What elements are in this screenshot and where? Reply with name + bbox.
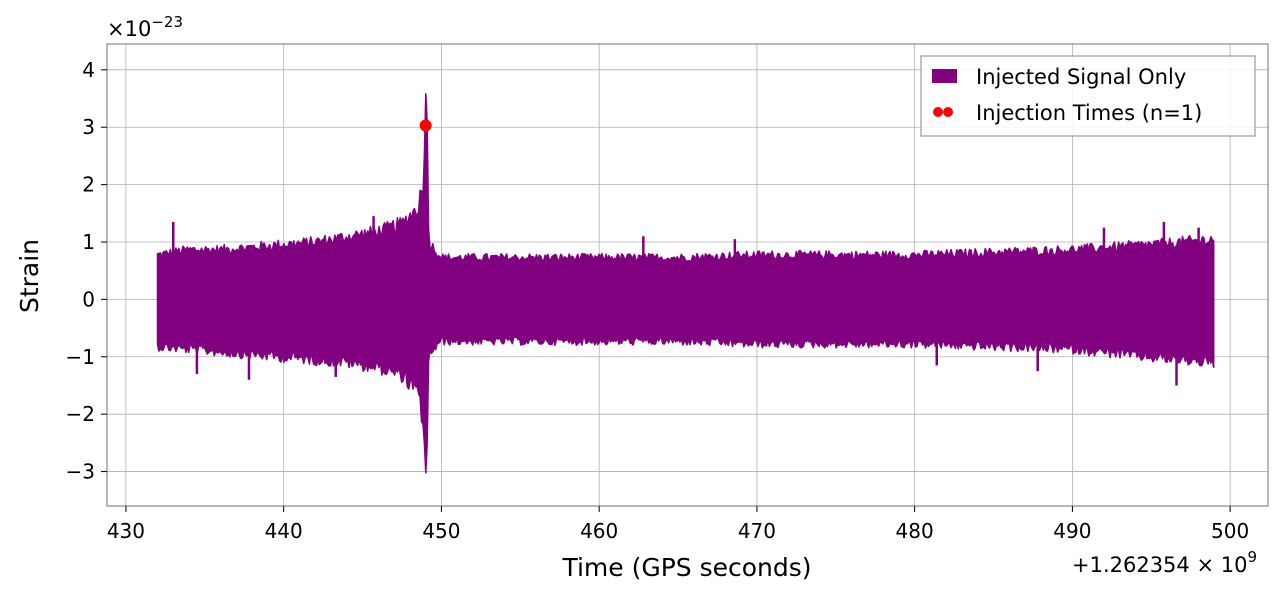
- y-tick-label: 3: [82, 115, 95, 139]
- legend-marker-injection-times-b: [943, 107, 953, 117]
- x-tick-label: 460: [580, 519, 618, 543]
- x-tick-label: 430: [107, 519, 145, 543]
- legend-label-injection-times: Injection Times (n=1): [976, 101, 1202, 125]
- y-axis-label: Strain: [15, 239, 44, 313]
- y-tick-label: −1: [66, 345, 95, 369]
- legend-swatch-injected-signal: [932, 69, 957, 83]
- legend-label-injected-signal: Injected Signal Only: [976, 65, 1186, 89]
- x-offset-exponent: 9: [1247, 548, 1257, 566]
- x-offset-label: +1.262354 × 109: [1072, 548, 1257, 577]
- y-tick-label: 1: [82, 230, 95, 254]
- injection-time-point: [419, 119, 432, 132]
- axis-ticks: 430 440 450 460 470 480 490 500 −3 −2 −1 0 1 2 3 4: [66, 58, 1250, 543]
- y-tick-label: 4: [82, 58, 95, 82]
- series-injected-signal: [156, 92, 1215, 474]
- x-tick-label: 450: [422, 519, 460, 543]
- y-tick-label: −3: [66, 460, 95, 484]
- y-scale-exponent: −23: [151, 13, 183, 31]
- plot-frame: [106, 43, 1269, 507]
- x-tick-label: 490: [1053, 519, 1091, 543]
- x-tick-label: 470: [738, 519, 776, 543]
- y-scale-factor: ×10−23: [107, 13, 183, 41]
- y-tick-label: −2: [66, 402, 95, 426]
- x-axis-label: Time (GPS seconds): [561, 553, 811, 582]
- y-scale-base: ×10: [107, 17, 151, 41]
- legend-marker-injection-times-a: [933, 107, 943, 117]
- y-tick-label: 2: [82, 173, 95, 197]
- y-tick-label: 0: [82, 287, 95, 311]
- x-offset-base: +1.262354 × 10: [1072, 553, 1247, 577]
- x-tick-label: 500: [1211, 519, 1249, 543]
- x-tick-label: 440: [265, 519, 303, 543]
- x-tick-label: 480: [896, 519, 934, 543]
- legend: Injected Signal Only Injection Times (n=…: [920, 55, 1256, 137]
- plot-area: [156, 92, 1215, 474]
- legend-box: [920, 55, 1256, 137]
